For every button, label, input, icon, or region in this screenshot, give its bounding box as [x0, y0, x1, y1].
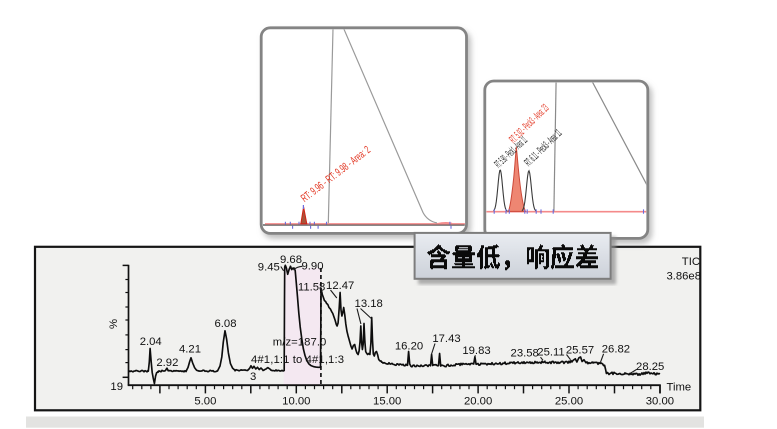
svg-text:13.18: 13.18 [355, 298, 383, 310]
svg-text:23.58: 23.58 [511, 347, 539, 359]
svg-text:17.43: 17.43 [432, 333, 460, 345]
svg-text:%: % [108, 319, 120, 329]
svg-text:4#1,1:1 to 4#1,1:3: 4#1,1:1 to 4#1,1:3 [251, 354, 344, 366]
svg-text:3.86e8: 3.86e8 [666, 271, 701, 283]
svg-text:19: 19 [110, 381, 123, 393]
svg-text:25.11: 25.11 [537, 347, 564, 359]
svg-text:12.47: 12.47 [326, 280, 354, 292]
svg-text:TIC: TIC [682, 256, 700, 268]
svg-text:9.90: 9.90 [302, 261, 324, 273]
svg-text:2.04: 2.04 [140, 336, 162, 348]
svg-text:6.08: 6.08 [215, 318, 237, 330]
svg-text:m/z=187.0: m/z=187.0 [273, 337, 327, 349]
svg-text:30.00: 30.00 [646, 396, 674, 408]
svg-text:19.83: 19.83 [462, 345, 490, 357]
svg-text:15.00: 15.00 [373, 396, 401, 408]
svg-text:9.45: 9.45 [258, 261, 280, 273]
svg-text:4.21: 4.21 [179, 344, 201, 356]
svg-text:26.82: 26.82 [602, 344, 630, 356]
svg-text:5.00: 5.00 [194, 396, 216, 408]
svg-text:25.57: 25.57 [566, 344, 594, 356]
svg-text:10.00: 10.00 [282, 396, 310, 408]
svg-text:9.68: 9.68 [280, 254, 302, 266]
svg-text:11.58: 11.58 [298, 281, 325, 293]
svg-text:3: 3 [250, 371, 256, 383]
svg-text:25.00: 25.00 [555, 396, 583, 408]
svg-text:16.20: 16.20 [395, 340, 423, 352]
svg-text:28.25: 28.25 [636, 361, 664, 373]
svg-text:2.92: 2.92 [156, 357, 178, 369]
svg-text:Time: Time [667, 382, 692, 394]
svg-text:20.00: 20.00 [464, 396, 492, 408]
